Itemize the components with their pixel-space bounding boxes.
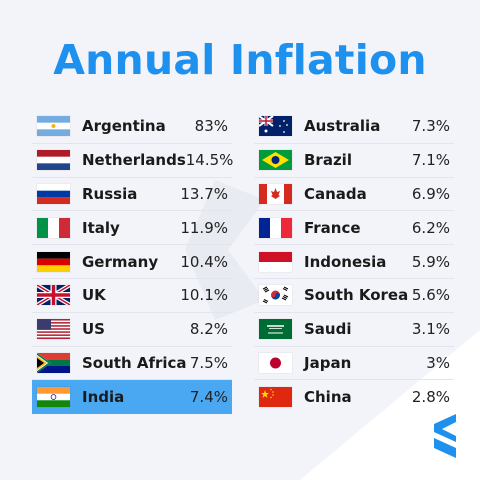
country-name: Netherlands	[82, 151, 186, 170]
list-item: South Korea 5.6%	[254, 279, 454, 313]
inflation-value: 5.6%	[411, 286, 450, 305]
country-name: Australia	[304, 117, 381, 136]
australia-flag-icon	[259, 116, 292, 137]
inflation-value: 11.9%	[180, 218, 228, 237]
country-name: South Africa	[82, 353, 187, 372]
list-item: South Africa 7.5%	[32, 347, 232, 381]
country-name: India	[82, 388, 125, 407]
country-name: UK	[82, 286, 106, 305]
netherlands-flag-icon	[37, 150, 70, 171]
inflation-value: 5.9%	[411, 252, 450, 271]
inflation-value: 3.1%	[411, 320, 450, 339]
indonesia-flag-icon	[259, 251, 292, 272]
inflation-value: 2.8%	[411, 388, 450, 407]
country-name: Canada	[304, 184, 367, 203]
inflation-value: 6.9%	[411, 184, 450, 203]
inflation-value: 7.4%	[189, 388, 228, 407]
inflation-value: 7.1%	[411, 151, 450, 170]
list-item-highlighted: India 7.4%	[32, 380, 232, 415]
country-name: China	[304, 388, 352, 407]
india-flag-icon	[37, 387, 70, 408]
country-name: US	[82, 320, 105, 339]
inflation-value: 14.5%	[185, 151, 234, 170]
inflation-value: 8.2%	[189, 320, 228, 339]
inflation-value: 13.7%	[180, 184, 228, 203]
country-name: Saudi	[304, 320, 352, 339]
list-item: Canada 6.9%	[254, 178, 454, 212]
country-name: Japan	[304, 353, 352, 372]
argentina-flag-icon	[37, 116, 70, 137]
canada-flag-icon	[259, 183, 292, 204]
country-name: Italy	[82, 218, 120, 237]
russia-flag-icon	[37, 183, 70, 204]
germany-flag-icon	[37, 251, 70, 272]
saudi-flag-icon	[259, 319, 292, 340]
japan-flag-icon	[259, 352, 292, 373]
list-item: China 2.8%	[254, 380, 454, 414]
list-item: Brazil 7.1%	[254, 144, 454, 178]
list-item: Netherlands 14.5%	[32, 144, 234, 178]
country-name: France	[304, 218, 361, 237]
list-item: UK 10.1%	[32, 279, 232, 313]
list-item: Argentina 83%	[32, 110, 232, 144]
list-item: US 8.2%	[32, 313, 232, 347]
page-title: Annual Inflation	[53, 36, 427, 84]
list-item: Japan 3%	[254, 347, 454, 381]
list-item: Indonesia 5.9%	[254, 245, 454, 279]
left-country-list: Argentina 83% Netherlands 14.5% Russia 1…	[32, 110, 234, 415]
list-item: Saudi 3.1%	[254, 313, 454, 347]
uk-flag-icon	[37, 285, 70, 306]
country-name: Germany	[82, 252, 159, 271]
inflation-value: 6.2%	[411, 218, 450, 237]
inflation-value: 10.1%	[180, 286, 228, 305]
south-africa-flag-icon	[37, 352, 70, 373]
brand-logo-icon	[434, 414, 456, 458]
list-item: Italy 11.9%	[32, 211, 232, 246]
inflation-value: 7.3%	[411, 117, 450, 136]
list-item: Russia 13.7%	[32, 178, 232, 212]
italy-flag-icon	[37, 217, 70, 238]
france-flag-icon	[259, 217, 292, 238]
country-name: Russia	[82, 184, 138, 203]
country-name: Indonesia	[304, 252, 387, 271]
list-item: France 6.2%	[254, 211, 454, 246]
list-item: Germany 10.4%	[32, 245, 232, 279]
country-name: Brazil	[304, 151, 352, 170]
inflation-value: 7.5%	[189, 353, 228, 372]
china-flag-icon	[259, 387, 292, 408]
south-korea-flag-icon	[259, 285, 292, 306]
inflation-value: 10.4%	[180, 252, 228, 271]
us-flag-icon	[37, 319, 70, 340]
inflation-value: 83%	[194, 117, 228, 136]
list-item: Australia 7.3%	[254, 110, 454, 144]
country-name: Argentina	[82, 117, 166, 136]
inflation-value: 3%	[426, 353, 450, 372]
brazil-flag-icon	[259, 150, 292, 171]
country-name: South Korea	[304, 286, 409, 305]
right-country-list: Australia 7.3% Brazil 7.1% Canada 6.9% F…	[254, 110, 454, 414]
